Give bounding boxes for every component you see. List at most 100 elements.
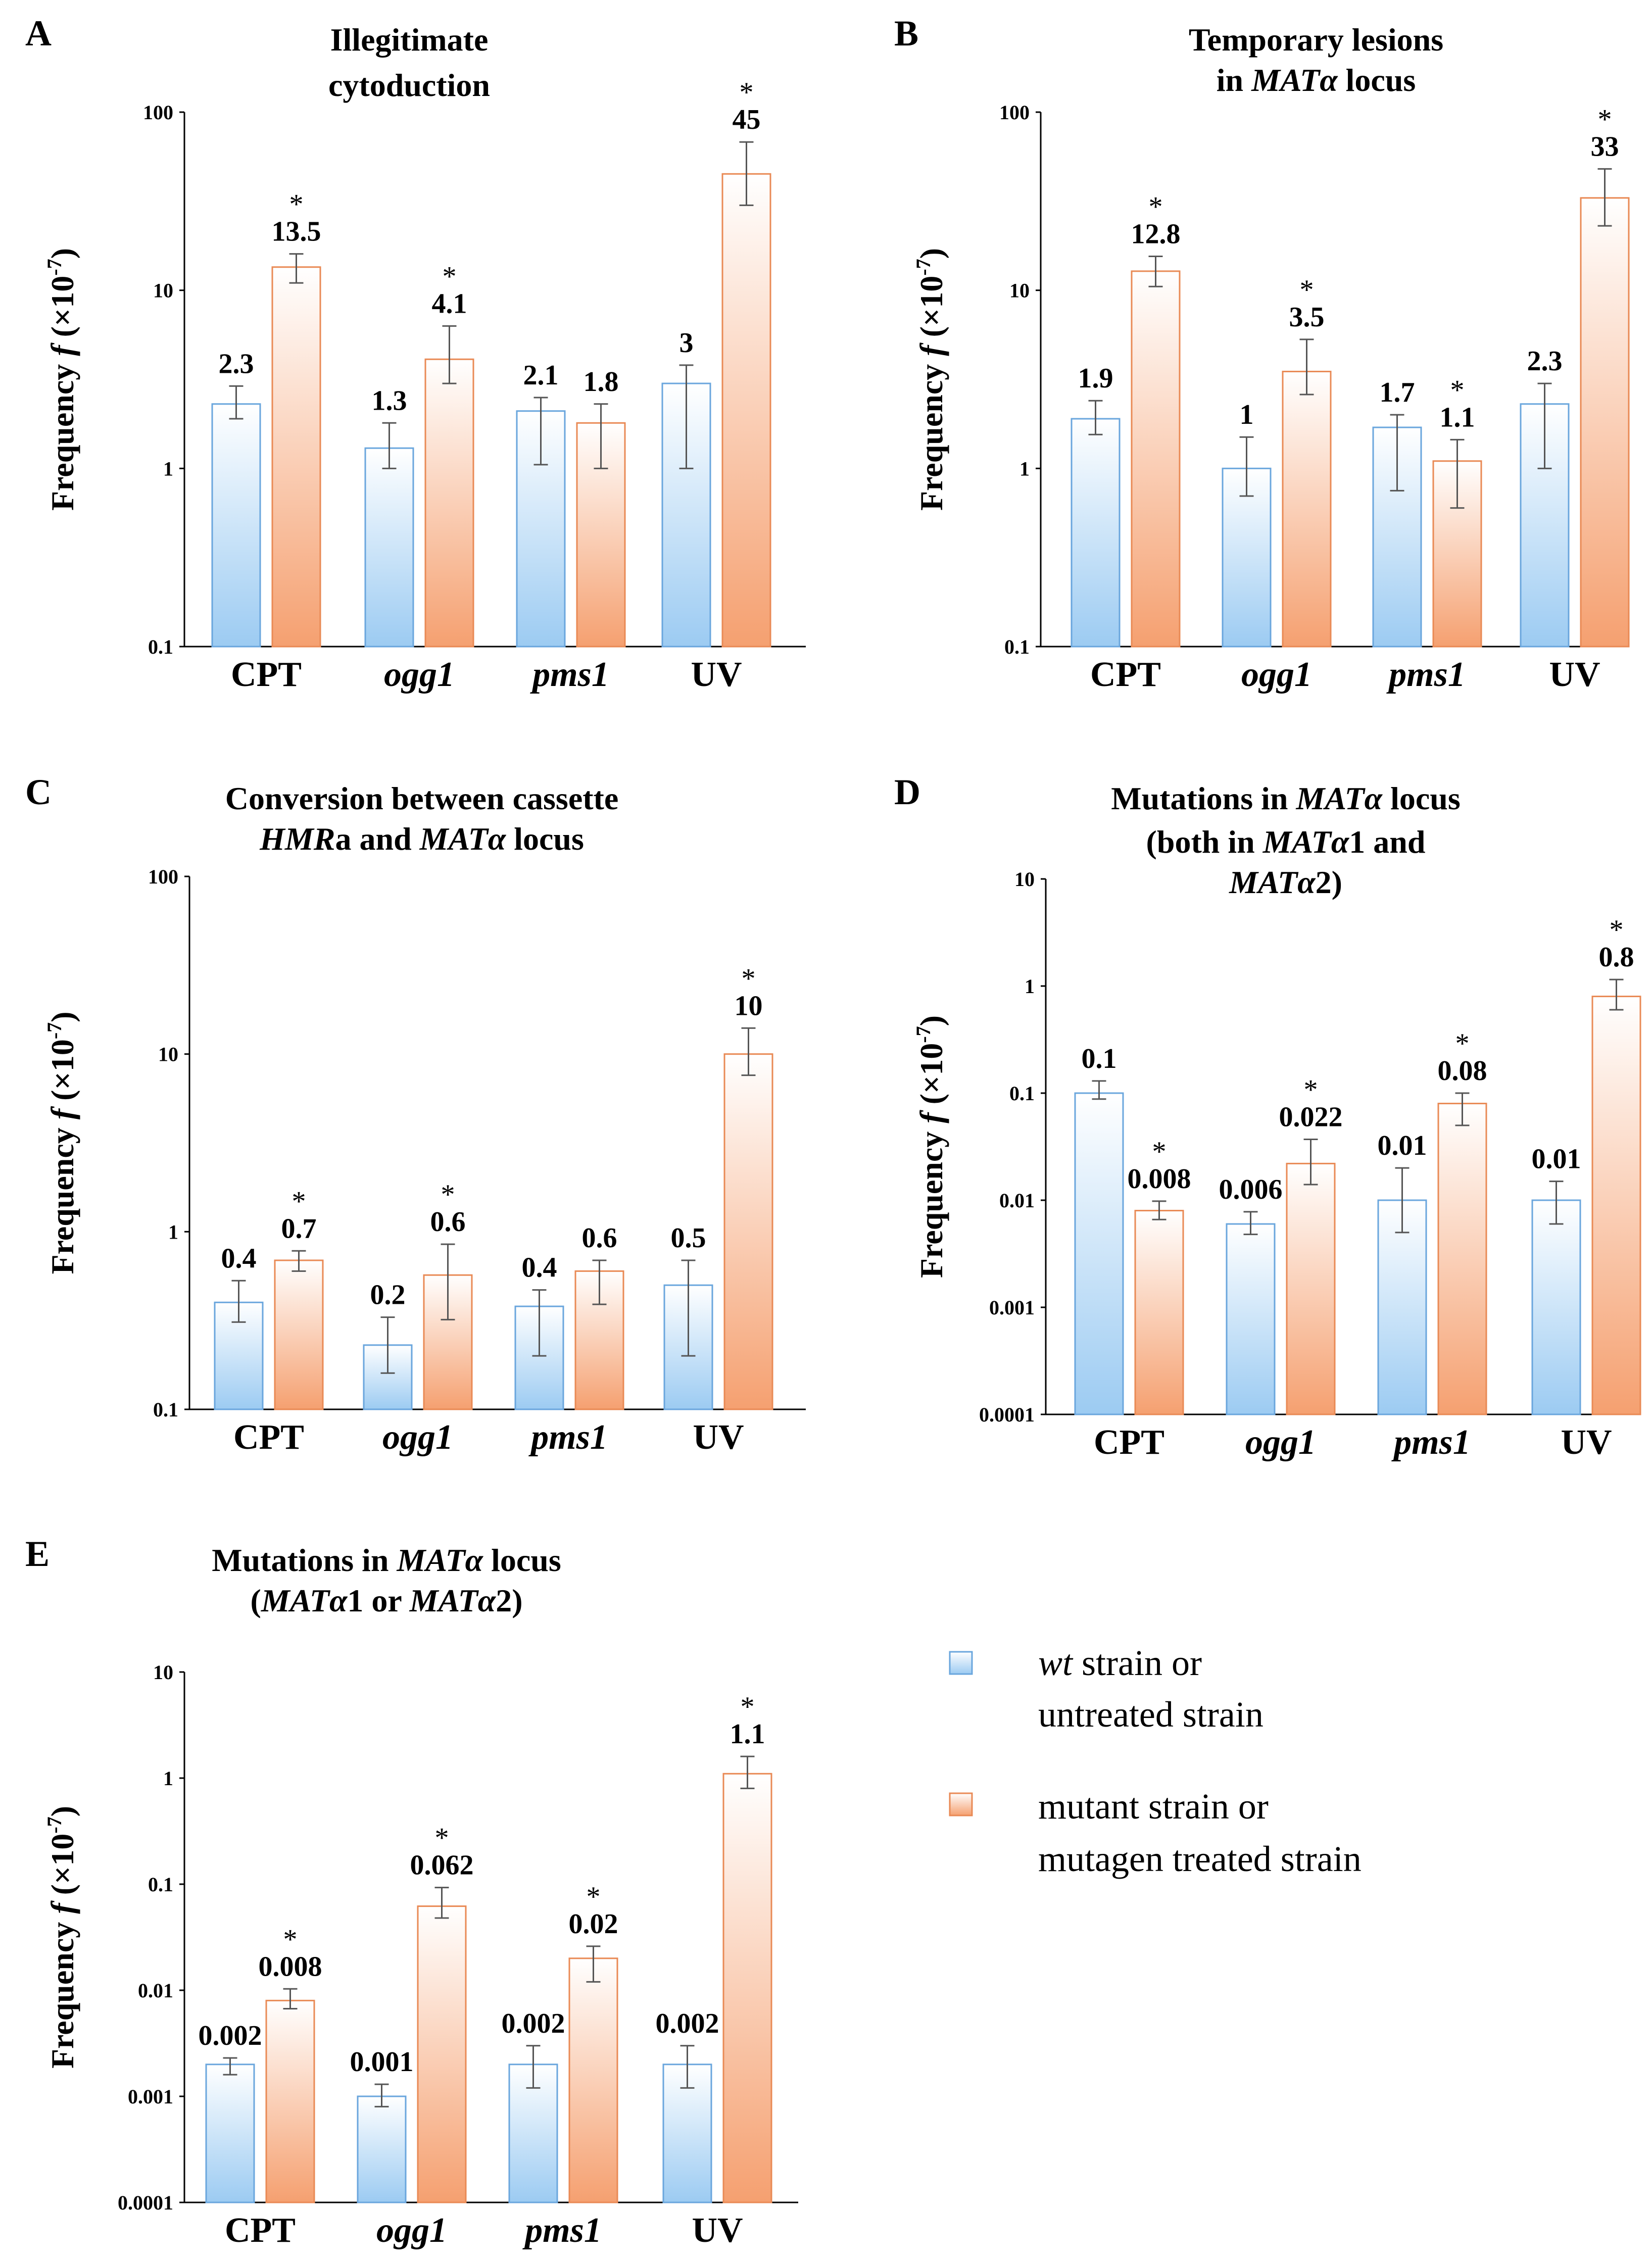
- significance-star: *: [292, 1186, 306, 1217]
- x-tick-label-pms1: pms1: [528, 1418, 608, 1457]
- bar-mutant-ogg1: [417, 1905, 467, 2203]
- data-label: 0.5: [671, 1222, 706, 1254]
- y-tick-label: 0.1: [1004, 635, 1030, 658]
- data-label: 13.5: [272, 216, 321, 248]
- data-label: 0.022: [1279, 1102, 1343, 1133]
- bar-mutant-UV: [721, 173, 771, 648]
- y-tick-label: 0.1: [148, 635, 173, 658]
- x-tick-label-UV: UV: [1561, 1423, 1612, 1462]
- data-label: 1.8: [584, 366, 619, 398]
- significance-star: *: [742, 963, 756, 994]
- panel-letter: A: [25, 13, 52, 54]
- significance-star: *: [441, 1179, 455, 1210]
- data-label: 1: [1240, 399, 1254, 430]
- y-tick-label: 1: [163, 1767, 173, 1790]
- panel-C: C Conversion between cassette HMRa and MAT…: [25, 772, 806, 1457]
- y-tick-label: 0.1: [1009, 1082, 1035, 1105]
- legend-swatch-wt: [949, 1651, 973, 1675]
- y-tick-label: 10: [1009, 279, 1030, 302]
- x-tick-label-ogg1: ogg1: [384, 655, 455, 694]
- bar-wt-ogg1: [1222, 467, 1272, 648]
- chart-title-line: Illegitimate: [330, 22, 489, 58]
- x-tick-label-ogg1: ogg1: [1245, 1423, 1316, 1462]
- significance-star: *: [435, 1823, 449, 1854]
- chart-title-line: HMRa and MATα locus: [259, 821, 584, 857]
- chart-panels: A Illegitimate cytoduction 0.1 1 10 100 Frequen…: [25, 13, 1641, 2250]
- chart-title-line: Conversion between cassette: [225, 780, 619, 816]
- panel-A: A Illegitimate cytoduction 0.1 1 10 100 Frequen…: [25, 13, 806, 694]
- significance-star: *: [1455, 1028, 1470, 1059]
- y-tick-label: 1: [1019, 457, 1030, 480]
- significance-star: *: [587, 1881, 601, 1912]
- legend-label-mutant-line2: mutagen treated strain: [1038, 1839, 1362, 1879]
- y-tick-label: 0.001: [128, 2085, 173, 2108]
- data-label: 0.008: [259, 1951, 322, 1982]
- data-label: 33: [1591, 131, 1619, 162]
- y-axis-title: Frequency f (×10-7): [912, 1015, 949, 1278]
- bar-wt-ogg1: [363, 1344, 413, 1410]
- data-label: 1.3: [372, 385, 407, 416]
- data-label: 0.4: [522, 1252, 557, 1284]
- bar-mutant-UV: [1591, 996, 1641, 1415]
- data-label: 0.1: [1082, 1043, 1117, 1074]
- x-tick-label-pms1: pms1: [1386, 655, 1466, 694]
- data-label: 1.1: [1440, 402, 1475, 433]
- significance-star: *: [740, 77, 754, 108]
- legend-wt-rest: strain or: [1073, 1643, 1202, 1683]
- significance-star: *: [1610, 914, 1624, 946]
- data-label: 0.001: [350, 2046, 414, 2078]
- data-label: 4.1: [432, 288, 467, 319]
- x-tick-label-CPT: CPT: [225, 2211, 296, 2250]
- y-tick-label: 0.0001: [118, 2191, 173, 2214]
- x-tick-label-CPT: CPT: [1094, 1423, 1164, 1462]
- legend: wt strain or untreated strain mutant str…: [949, 1643, 1362, 1879]
- panel-letter: B: [894, 13, 918, 54]
- bar-wt-ogg1: [1226, 1223, 1276, 1415]
- panel-E: E Mutations in MATα locus (MATα1 or MATα2)…: [25, 1534, 798, 2250]
- chart-title-line: cytoduction: [328, 67, 490, 103]
- x-tick-label-pms1: pms1: [522, 2211, 602, 2250]
- y-tick-label: 100: [999, 101, 1030, 124]
- x-tick-label-ogg1: ogg1: [1241, 655, 1312, 694]
- significance-star: *: [289, 189, 304, 220]
- chart-title-line: Temporary lesions: [1189, 22, 1443, 58]
- panel-B: B Temporary lesions in MATα locus 0.1 1 10 100…: [894, 13, 1630, 694]
- x-tick-label-ogg1: ogg1: [376, 2211, 447, 2250]
- bar-mutant-UV: [722, 1773, 772, 2203]
- x-tick-label-ogg1: ogg1: [382, 1418, 453, 1457]
- x-tick-label-CPT: CPT: [233, 1418, 304, 1457]
- legend-label-wt-line1: wt strain or: [1038, 1643, 1202, 1683]
- y-tick-label: 1: [163, 457, 173, 480]
- data-label: 0.08: [1438, 1055, 1487, 1087]
- x-tick-label-CPT: CPT: [231, 655, 302, 694]
- data-label: 1.7: [1380, 377, 1415, 408]
- bar-mutant-UV: [1580, 197, 1630, 648]
- x-tick-label-UV: UV: [1549, 655, 1600, 694]
- y-axis-title: Frequency f (×10-7): [43, 248, 80, 511]
- y-tick-label: 0.1: [148, 1873, 173, 1896]
- bar-wt-UV: [1531, 1199, 1581, 1415]
- data-label: 0.4: [221, 1243, 257, 1274]
- bar-mutant-CPT: [1131, 270, 1181, 648]
- chart-title-line: Mutations in MATα locus: [212, 1542, 561, 1578]
- bar-mutant-CPT: [265, 1999, 315, 2203]
- data-label: 0.01: [1532, 1144, 1581, 1175]
- legend-label-wt-line2: untreated strain: [1038, 1694, 1264, 1735]
- data-label: 0.006: [1219, 1174, 1283, 1205]
- data-label: 0.008: [1128, 1163, 1191, 1195]
- y-tick-label: 10: [153, 279, 173, 302]
- y-tick-label: 0.01: [138, 1979, 173, 2002]
- bar-mutant-CPT: [271, 266, 321, 648]
- bar-mutant-pms1: [568, 1957, 618, 2203]
- data-label: 3.5: [1289, 302, 1325, 333]
- legend-wt-italic: wt: [1038, 1643, 1074, 1683]
- data-label: 0.7: [281, 1213, 317, 1244]
- x-tick-label-UV: UV: [693, 1418, 744, 1457]
- bar-wt-CPT: [211, 403, 261, 648]
- chart-title-line: Mutations in MATα locus: [1111, 780, 1461, 816]
- bar-mutant-ogg1: [424, 358, 474, 648]
- y-tick-label: 0.1: [153, 1398, 178, 1421]
- panel-D: D Mutations in MATα locus (both in MATα1 a…: [894, 772, 1641, 1462]
- y-tick-label: 0.01: [999, 1189, 1035, 1212]
- data-label: 0.01: [1378, 1130, 1427, 1161]
